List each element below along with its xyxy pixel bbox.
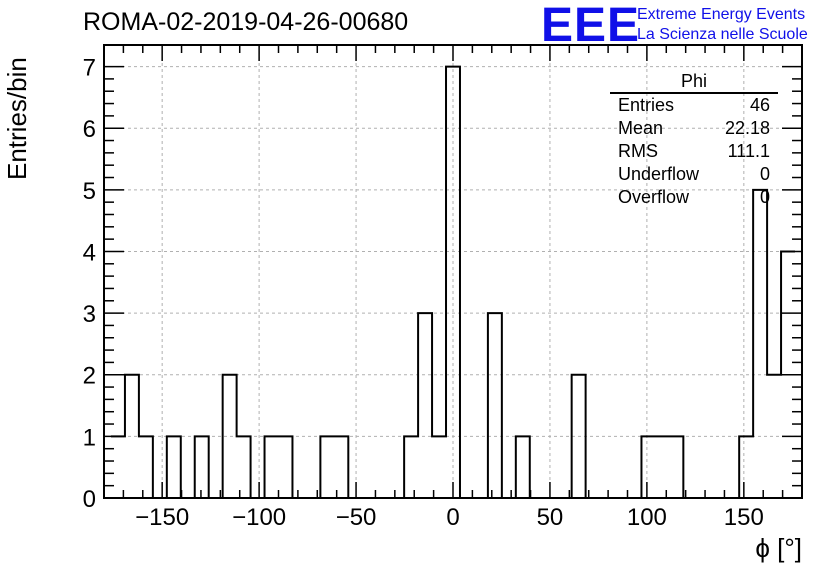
histogram-bin — [279, 436, 293, 498]
x-tick-labels: −150 −100 −50 0 50 100 150 — [135, 504, 764, 531]
stats-row-overflow: Overflow 0 — [610, 186, 778, 209]
stats-label: Entries — [618, 95, 675, 115]
y-tick-label: 4 — [83, 239, 96, 266]
histogram-bin — [753, 190, 767, 498]
histogram-bin — [641, 436, 655, 498]
stats-value: 111.1 — [727, 141, 770, 161]
histogram-bin — [167, 436, 181, 498]
histogram-bin — [516, 436, 530, 498]
y-tick-label: 3 — [83, 301, 96, 328]
histogram-bin — [418, 313, 432, 498]
histogram-outline — [110, 65, 796, 499]
histogram-bin — [139, 436, 153, 498]
y-tick-labels: 0 1 2 3 4 5 6 7 — [83, 55, 96, 513]
histogram-bin — [195, 436, 209, 498]
y-tick-label: 0 — [83, 486, 96, 513]
histogram-bin — [111, 436, 125, 498]
stats-label: Underflow — [618, 164, 700, 184]
histogram-bin — [739, 436, 753, 498]
y-tick-label: 2 — [83, 363, 96, 390]
y-tick-label: 7 — [83, 55, 96, 82]
run-title: ROMA-02-2019-04-26-00680 — [83, 8, 409, 36]
stats-box: Phi Entries 46 Mean 22.18 RMS 111.1 Unde… — [610, 70, 778, 209]
stats-label: RMS — [618, 141, 658, 161]
stats-row-mean: Mean 22.18 — [610, 117, 778, 140]
histogram-bin — [404, 436, 418, 498]
stats-label: Mean — [618, 118, 664, 138]
histogram-bin — [432, 436, 446, 498]
histogram-bin — [669, 436, 683, 498]
histogram-bin — [488, 313, 502, 498]
histogram-bin — [265, 436, 279, 498]
stats-value: 0 — [759, 164, 770, 184]
y-axis-label: Entries/bin — [2, 57, 32, 180]
x-tick-label: −150 — [135, 504, 189, 531]
x-tick-label: 0 — [446, 504, 459, 531]
x-tick-label: 50 — [537, 504, 564, 531]
y-tick-label: 5 — [83, 178, 96, 205]
x-tick-label: −50 — [336, 504, 377, 531]
x-tick-label: 150 — [724, 504, 764, 531]
stats-value: 22.18 — [724, 118, 770, 138]
histogram-bin — [237, 436, 251, 498]
stats-row-entries: Entries 46 — [610, 94, 778, 117]
stats-label: Overflow — [618, 187, 690, 207]
histogram-bin — [655, 436, 669, 498]
logo-tagline-1: Extreme Energy Events — [637, 6, 806, 23]
stats-row-rms: RMS 111.1 — [610, 140, 778, 163]
logo-tagline-2: La Scienza nelle Scuole — [637, 26, 808, 43]
stats-value: 46 — [749, 95, 770, 115]
x-tick-label: 100 — [627, 504, 667, 531]
histogram-bin — [334, 436, 348, 498]
eee-logo-mark: EEE — [541, 0, 641, 52]
stats-title: Phi — [610, 70, 778, 94]
stats-row-underflow: Underflow 0 — [610, 163, 778, 186]
axis-ticks — [104, 45, 802, 499]
x-axis-label: ϕ [°] — [755, 533, 802, 563]
y-tick-label: 6 — [83, 116, 96, 143]
histogram-bin — [320, 436, 334, 498]
stats-value: 0 — [759, 187, 770, 207]
x-tick-label: −100 — [232, 504, 286, 531]
y-tick-label: 1 — [83, 424, 96, 451]
